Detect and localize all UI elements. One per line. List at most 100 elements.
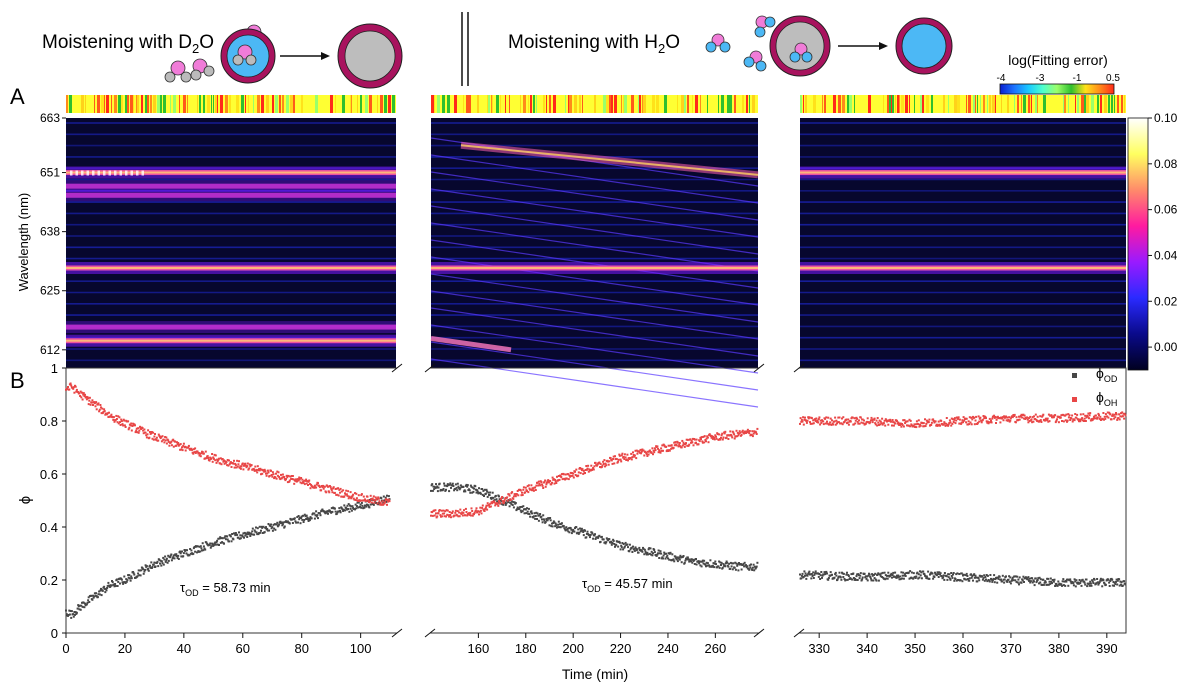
data-point [965, 417, 968, 420]
data-point [247, 533, 250, 536]
data-point [446, 509, 449, 512]
data-point [906, 424, 908, 427]
data-point [277, 471, 280, 474]
data-point [232, 538, 235, 541]
data-point [673, 441, 676, 444]
data-point [450, 486, 452, 489]
data-point [1050, 414, 1053, 417]
data-point [855, 416, 858, 419]
data-point [315, 510, 318, 513]
data-point [111, 416, 114, 419]
data-point [617, 545, 620, 548]
data-point [139, 574, 142, 577]
data-point [882, 577, 885, 580]
data-point [940, 419, 943, 422]
data-point [846, 571, 848, 574]
intensity-colorbar-ticks: 0.100.080.060.040.020.00 [1148, 111, 1178, 354]
data-point [690, 441, 692, 444]
data-point [546, 481, 548, 484]
data-point [1035, 418, 1038, 421]
data-point [975, 576, 978, 579]
data-point [1122, 412, 1125, 415]
data-point [585, 465, 588, 467]
data-point [817, 418, 820, 421]
data-point [612, 458, 615, 460]
data-point [456, 482, 459, 485]
data-point [670, 444, 673, 447]
data-point [846, 578, 849, 581]
data-point [381, 500, 384, 503]
data-point [77, 391, 80, 394]
data-point [451, 482, 454, 485]
data-point [1121, 411, 1124, 414]
data-point [564, 478, 567, 481]
data-point [542, 518, 545, 521]
data-point [483, 488, 486, 491]
data-point [342, 489, 345, 492]
data-point [467, 513, 470, 516]
data-point [912, 425, 915, 428]
data-point [168, 444, 171, 447]
data-point [374, 499, 377, 502]
data-point [1008, 575, 1011, 578]
data-point [507, 499, 510, 502]
data-point [816, 419, 819, 422]
data-point [612, 455, 615, 458]
data-point [849, 420, 852, 423]
data-point [1120, 412, 1122, 415]
data-point [960, 421, 963, 424]
data-point [973, 573, 976, 576]
data-point [1029, 581, 1032, 584]
data-point [904, 575, 907, 577]
data-point [897, 575, 900, 578]
data-point [1036, 578, 1039, 581]
data-point [166, 561, 169, 564]
data-point [1070, 417, 1073, 420]
data-point [357, 501, 360, 504]
data-point [329, 486, 332, 488]
data-point [121, 423, 124, 426]
data-point [1123, 417, 1126, 420]
data-point [819, 578, 822, 580]
data-point [268, 529, 271, 532]
data-point [359, 505, 361, 508]
data-point [344, 509, 346, 512]
data-point [643, 454, 646, 457]
data-point [320, 485, 323, 487]
data-point [520, 511, 523, 514]
data-point [135, 429, 138, 432]
data-point [231, 533, 234, 535]
data-point [162, 556, 165, 559]
data-point [713, 566, 716, 569]
data-point [149, 431, 151, 433]
data-point [165, 557, 168, 560]
data-point [443, 482, 446, 485]
data-point [859, 416, 862, 419]
data-point [266, 472, 269, 475]
data-point [954, 578, 957, 580]
data-point [264, 470, 267, 473]
data-point [291, 478, 294, 480]
data-point [651, 554, 654, 557]
data-point [746, 431, 749, 434]
data-point [302, 514, 304, 517]
data-point [881, 417, 884, 420]
data-point [328, 509, 331, 512]
data-point [855, 575, 858, 578]
data-point [479, 506, 482, 509]
data-point [351, 494, 354, 497]
data-point [502, 503, 505, 506]
data-point [327, 485, 329, 488]
data-point [88, 399, 91, 402]
data-point [960, 422, 963, 425]
data-point [176, 555, 178, 558]
data-point [283, 478, 286, 480]
data-point [282, 521, 285, 524]
axis-break-gap [397, 364, 430, 372]
data-point [824, 422, 827, 425]
data-point [803, 418, 806, 421]
data-point [689, 438, 692, 441]
data-point [1067, 413, 1070, 416]
data-point [116, 585, 119, 587]
